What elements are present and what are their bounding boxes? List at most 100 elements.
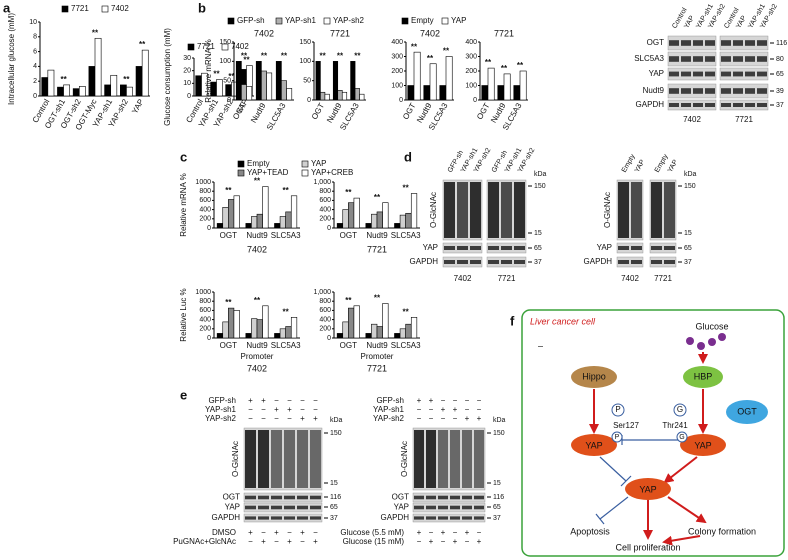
blot-band — [470, 182, 481, 238]
blot-band — [450, 505, 460, 510]
y-tick-label: 400 — [391, 39, 403, 46]
blot-band — [514, 260, 525, 264]
bar — [320, 91, 326, 101]
significance: ** — [254, 177, 261, 186]
bar — [135, 66, 143, 97]
condition-sign: + — [453, 405, 458, 414]
significance: ** — [243, 56, 250, 65]
legend-swatch — [227, 17, 235, 25]
bar — [410, 316, 418, 339]
condition-sign: + — [441, 528, 446, 537]
blot-band — [271, 516, 282, 520]
blot-band — [681, 40, 691, 46]
y-tick-label: 0 — [327, 225, 331, 232]
blot-band — [651, 260, 662, 264]
legend-swatch — [323, 17, 331, 25]
kda-label: 150 — [493, 430, 505, 437]
blot-band — [414, 505, 424, 510]
condition-sign: + — [248, 528, 253, 537]
blot-band — [733, 40, 743, 46]
blot-band — [470, 246, 481, 250]
bar — [376, 211, 383, 229]
bar — [337, 90, 343, 101]
condition-sign: − — [441, 414, 446, 423]
y-tick-label: 300 — [465, 53, 477, 60]
bar — [279, 216, 286, 229]
bar — [274, 333, 281, 339]
lane-label: YAP — [667, 158, 680, 173]
bar — [120, 84, 127, 97]
y-tick-label: 400 — [319, 316, 331, 323]
y-tick-label: 0 — [207, 225, 211, 232]
bar — [410, 193, 418, 229]
bar — [41, 77, 49, 97]
bar — [274, 223, 281, 229]
y-tick-label: 1,000 — [313, 289, 331, 296]
kda-label: 116 — [493, 494, 504, 501]
condition-label: PuGNAc+GlcNAc — [173, 537, 236, 546]
blot-band — [693, 71, 703, 77]
legend-swatch — [301, 160, 309, 168]
condition-sign: + — [465, 528, 470, 537]
blot-band — [426, 430, 436, 488]
row-label: O-GlcNAc — [400, 441, 409, 477]
condition-sign: + — [465, 414, 470, 423]
condition-sign: + — [477, 414, 482, 423]
blot-band — [444, 182, 455, 238]
blot-band — [258, 495, 269, 500]
legend-label: YAP+TEAD — [247, 168, 289, 177]
bar — [481, 85, 489, 101]
chart-title: 7402 — [254, 28, 274, 38]
condition-sign: − — [477, 396, 482, 405]
legend-swatch — [401, 17, 409, 25]
blot-panel — [719, 99, 769, 111]
yap-label: YAP — [585, 440, 602, 450]
bar — [405, 323, 412, 339]
condition-sign: + — [313, 414, 318, 423]
significance: ** — [403, 307, 410, 316]
bar — [228, 199, 235, 229]
kda-header: kDa — [684, 171, 697, 178]
y-tick-label: 0 — [227, 97, 231, 104]
legend-label: Empty — [411, 16, 434, 25]
kda-label: 37 — [776, 102, 784, 109]
blot-band — [693, 103, 703, 107]
row-label: O-GlcNAc — [603, 192, 612, 228]
row-label: OGT — [223, 493, 240, 502]
y-axis-label: Relative mRNA % — [179, 173, 188, 237]
blot-band — [721, 56, 731, 62]
bar — [63, 84, 71, 97]
bar — [256, 213, 263, 229]
legend-label: 7402 — [111, 4, 129, 13]
x-axis-label: Promoter — [241, 352, 274, 361]
blot-band — [705, 56, 715, 62]
bar — [222, 321, 229, 339]
mod-label: G — [677, 405, 683, 414]
y-tick-label: 600 — [319, 307, 331, 314]
bar — [245, 223, 252, 229]
condition-sign: − — [300, 396, 305, 405]
bar — [241, 84, 247, 101]
blot-band — [438, 505, 448, 510]
blot-band — [501, 260, 512, 264]
bar — [262, 186, 269, 229]
row-label: Nudt9 — [643, 86, 665, 95]
y-tick-label: 200 — [319, 216, 331, 223]
x-tick-label: Nudt9 — [246, 341, 268, 350]
kda-label: 65 — [776, 71, 784, 78]
legend-label: 7402 — [231, 42, 249, 51]
bar — [281, 80, 287, 101]
bar — [88, 66, 96, 97]
x-tick-label: Nudt9 — [366, 341, 388, 350]
condition-sign: − — [465, 537, 470, 546]
y-tick-label: 0 — [207, 335, 211, 342]
condition-sign: + — [287, 405, 292, 414]
site-label: Ser127 — [613, 421, 639, 430]
bar — [503, 73, 511, 101]
blot-band — [693, 40, 703, 46]
cell-outline — [521, 309, 785, 557]
bar — [376, 326, 383, 339]
blot-band — [462, 516, 472, 520]
x-tick-label: OGT — [220, 341, 237, 350]
legend-label: YAP+CREB — [311, 168, 353, 177]
